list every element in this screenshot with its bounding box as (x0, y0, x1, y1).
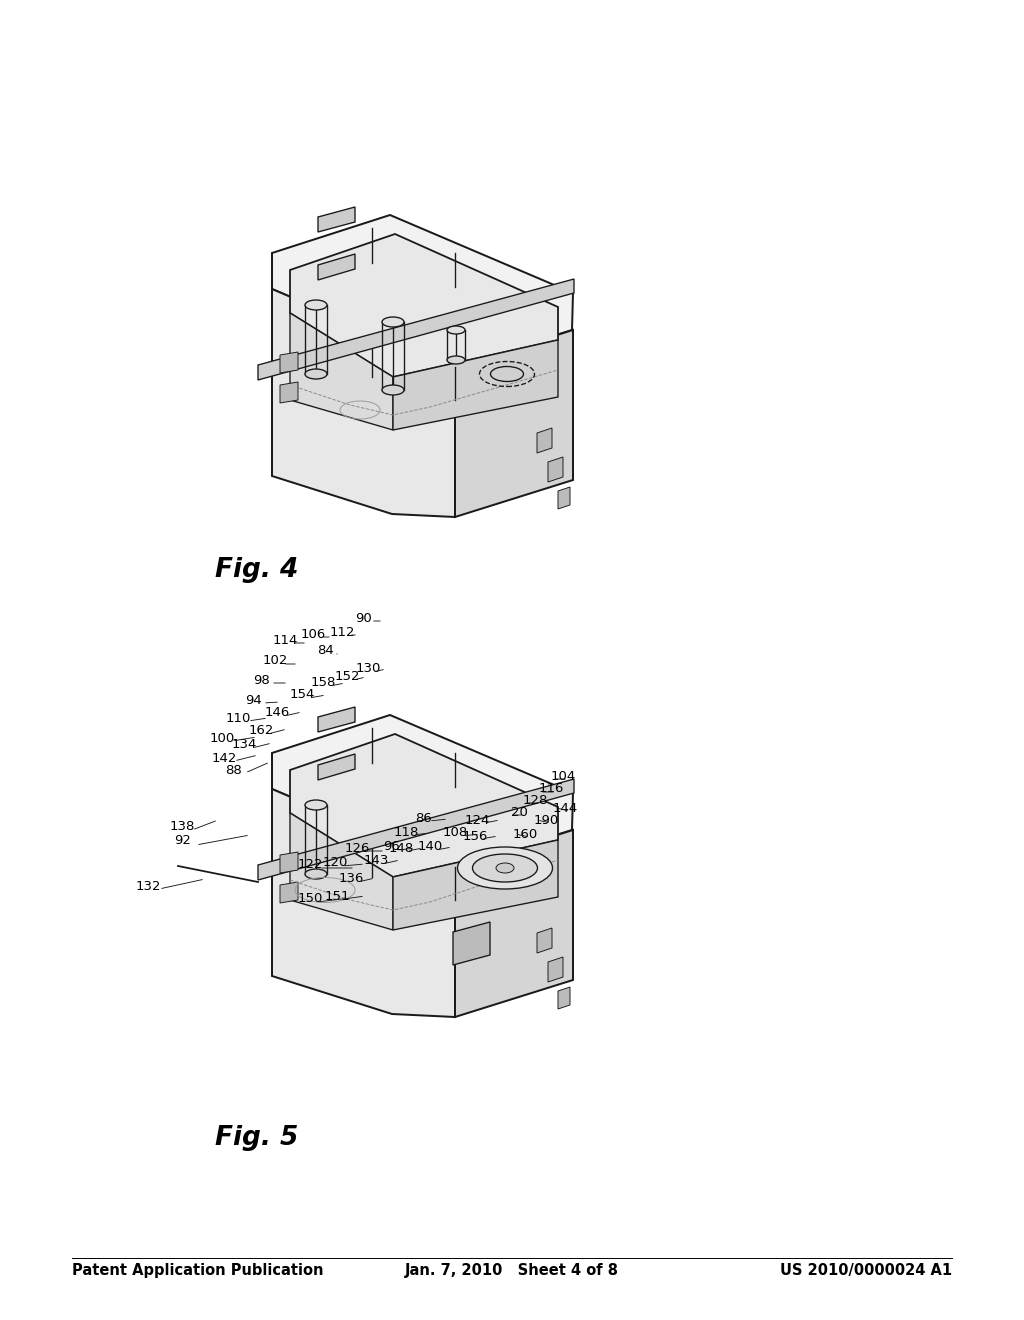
Text: 134: 134 (231, 738, 257, 751)
Text: 130: 130 (355, 663, 381, 676)
Ellipse shape (496, 863, 514, 873)
Polygon shape (272, 789, 455, 1016)
Text: 156: 156 (462, 829, 487, 842)
Polygon shape (537, 928, 552, 953)
Text: 112: 112 (330, 626, 354, 639)
Text: 152: 152 (334, 671, 359, 684)
Polygon shape (280, 882, 298, 903)
Text: 154: 154 (290, 689, 314, 701)
Polygon shape (290, 313, 393, 430)
Text: 104: 104 (550, 770, 575, 783)
Text: 151: 151 (325, 890, 350, 903)
Text: Fig. 5: Fig. 5 (215, 1125, 298, 1151)
Ellipse shape (458, 847, 553, 888)
Polygon shape (537, 428, 552, 453)
Ellipse shape (305, 300, 327, 310)
Text: 144: 144 (552, 801, 578, 814)
Text: Fig. 4: Fig. 4 (215, 557, 298, 583)
Text: 108: 108 (442, 826, 468, 840)
Text: 142: 142 (211, 751, 237, 764)
Text: 143: 143 (364, 854, 389, 867)
Text: 90: 90 (355, 611, 373, 624)
Polygon shape (280, 851, 298, 873)
Text: Patent Application Publication: Patent Application Publication (72, 1262, 324, 1278)
Polygon shape (318, 754, 355, 780)
Polygon shape (318, 207, 355, 232)
Text: 92: 92 (174, 833, 191, 846)
Text: 150: 150 (297, 892, 323, 906)
Polygon shape (272, 289, 455, 517)
Text: 20: 20 (511, 805, 527, 818)
Ellipse shape (472, 854, 538, 882)
Polygon shape (258, 279, 574, 380)
Polygon shape (558, 987, 570, 1008)
Polygon shape (393, 840, 558, 931)
Polygon shape (280, 352, 298, 374)
Text: 114: 114 (272, 634, 298, 647)
Text: 124: 124 (464, 813, 489, 826)
Text: 106: 106 (300, 627, 326, 640)
Text: 122: 122 (297, 858, 323, 871)
Polygon shape (548, 457, 563, 482)
Ellipse shape (305, 869, 327, 879)
Polygon shape (455, 330, 573, 517)
Text: 162: 162 (248, 725, 273, 738)
Text: 146: 146 (264, 706, 290, 719)
Polygon shape (455, 830, 573, 1016)
Text: 148: 148 (388, 842, 414, 854)
Polygon shape (272, 715, 573, 867)
Text: 110: 110 (225, 711, 251, 725)
Text: 190: 190 (534, 813, 559, 826)
Text: 94: 94 (246, 693, 262, 706)
Text: 96: 96 (384, 841, 400, 854)
Polygon shape (280, 381, 298, 403)
Ellipse shape (447, 356, 465, 364)
Text: 140: 140 (418, 841, 442, 854)
Text: US 2010/0000024 A1: US 2010/0000024 A1 (780, 1262, 952, 1278)
Polygon shape (258, 779, 574, 880)
Text: 126: 126 (344, 842, 370, 854)
Ellipse shape (382, 317, 404, 327)
Text: 86: 86 (415, 812, 431, 825)
Text: 118: 118 (393, 825, 419, 838)
Polygon shape (558, 487, 570, 510)
Text: 128: 128 (522, 793, 548, 807)
Polygon shape (272, 215, 573, 367)
Ellipse shape (305, 370, 327, 379)
Polygon shape (318, 253, 355, 280)
Ellipse shape (382, 385, 404, 395)
Text: 136: 136 (338, 873, 364, 886)
Polygon shape (393, 341, 558, 430)
Text: 84: 84 (317, 644, 335, 657)
Polygon shape (290, 234, 558, 378)
Text: 100: 100 (209, 731, 234, 744)
Text: 116: 116 (539, 783, 563, 796)
Text: 98: 98 (254, 673, 270, 686)
Ellipse shape (305, 800, 327, 810)
Polygon shape (548, 957, 563, 982)
Polygon shape (453, 921, 490, 965)
Text: 120: 120 (323, 857, 348, 870)
Text: 102: 102 (262, 655, 288, 668)
Polygon shape (290, 734, 558, 876)
Text: Jan. 7, 2010   Sheet 4 of 8: Jan. 7, 2010 Sheet 4 of 8 (406, 1262, 618, 1278)
Polygon shape (290, 813, 393, 931)
Text: 160: 160 (512, 828, 538, 841)
Text: 88: 88 (224, 763, 242, 776)
Text: 132: 132 (135, 879, 161, 892)
Ellipse shape (447, 326, 465, 334)
Text: 138: 138 (169, 821, 195, 833)
Polygon shape (318, 708, 355, 733)
Text: 158: 158 (310, 676, 336, 689)
